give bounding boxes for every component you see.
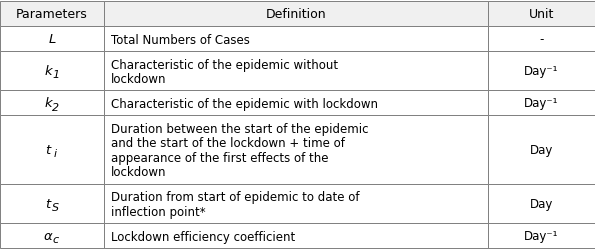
Text: appearance of the first effects of the: appearance of the first effects of the [111, 151, 328, 164]
Text: t: t [45, 144, 51, 156]
Text: and the start of the lockdown + time of: and the start of the lockdown + time of [111, 137, 345, 150]
Bar [488, 91, 595, 116]
Text: Duration from start of epidemic to date of: Duration from start of epidemic to date … [111, 190, 359, 203]
Bar [0, 184, 104, 223]
Text: c: c [52, 234, 59, 244]
Bar [488, 52, 595, 91]
Text: Duration between the start of the epidemic: Duration between the start of the epidem… [111, 122, 368, 136]
Text: Lockdown efficiency coefficient: Lockdown efficiency coefficient [111, 230, 295, 243]
Text: Characteristic of the epidemic without: Characteristic of the epidemic without [111, 58, 338, 71]
Text: Characteristic of the epidemic with lockdown: Characteristic of the epidemic with lock… [111, 98, 378, 110]
Bar [104, 184, 488, 223]
Text: Day: Day [530, 197, 553, 210]
Text: Day⁻¹: Day⁻¹ [524, 65, 559, 78]
Text: Day: Day [530, 144, 553, 156]
Text: Unit: Unit [529, 8, 554, 21]
Bar [488, 116, 595, 184]
Text: lockdown: lockdown [111, 73, 166, 86]
Bar [104, 2, 488, 27]
Bar [0, 27, 104, 52]
Bar [488, 27, 595, 52]
Bar [104, 116, 488, 184]
Text: Definition: Definition [266, 8, 326, 21]
Text: α: α [43, 229, 52, 242]
Bar [104, 91, 488, 116]
Text: -: - [539, 33, 544, 46]
Text: 1: 1 [52, 70, 59, 80]
Bar [0, 2, 104, 27]
Bar [0, 91, 104, 116]
Text: S: S [52, 202, 59, 212]
Text: i: i [54, 149, 57, 159]
Bar [488, 184, 595, 223]
Text: inflection point*: inflection point* [111, 205, 205, 218]
Bar [104, 223, 488, 248]
Bar [0, 52, 104, 91]
Text: L: L [48, 33, 56, 46]
Bar [104, 27, 488, 52]
Text: k: k [44, 97, 52, 110]
Text: Day⁻¹: Day⁻¹ [524, 229, 559, 242]
Bar [0, 116, 104, 184]
Text: t: t [45, 197, 51, 210]
Bar [104, 52, 488, 91]
Bar [488, 2, 595, 27]
Bar [488, 223, 595, 248]
Text: k: k [44, 65, 52, 78]
Text: Parameters: Parameters [16, 8, 88, 21]
Text: Total Numbers of Cases: Total Numbers of Cases [111, 34, 249, 46]
Text: Day⁻¹: Day⁻¹ [524, 97, 559, 110]
Text: lockdown: lockdown [111, 166, 166, 179]
Text: 2: 2 [52, 102, 59, 112]
Bar [0, 223, 104, 248]
